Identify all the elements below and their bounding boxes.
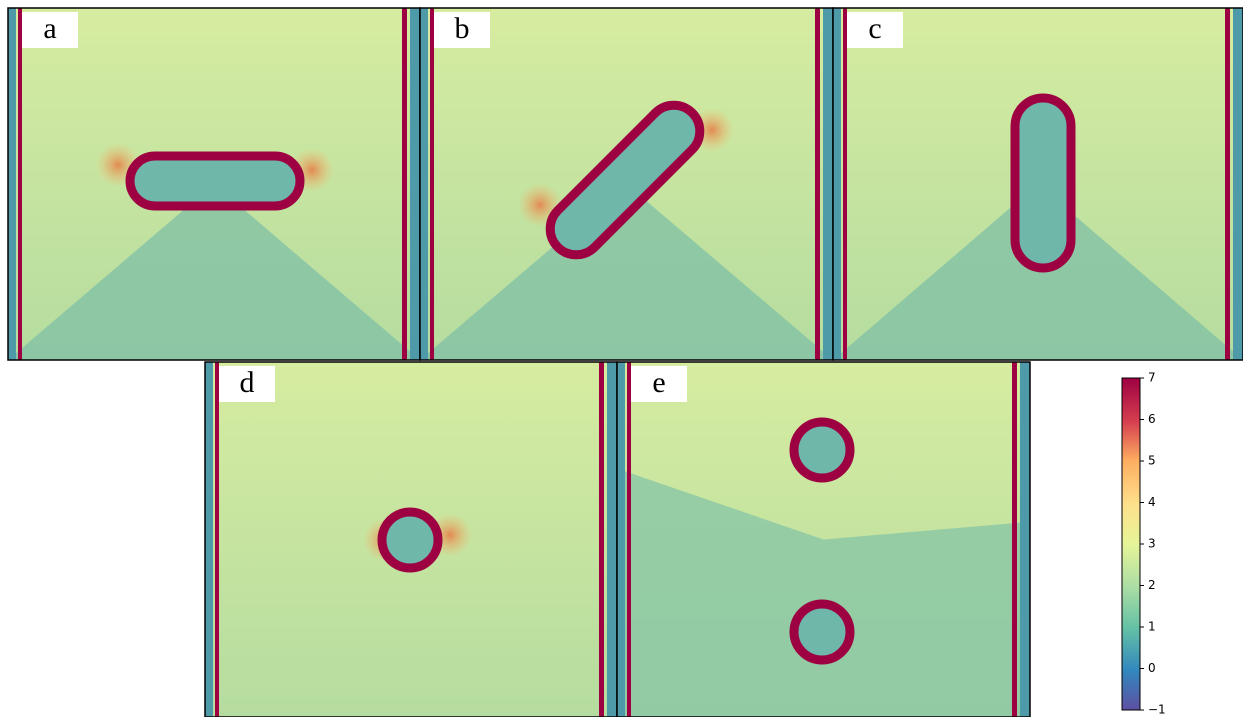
- colorbar-tick-label: 0: [1148, 661, 1156, 675]
- panel: c: [833, 8, 1243, 360]
- panel: d: [205, 362, 617, 717]
- colorbar-tick-label: 1: [1148, 620, 1156, 634]
- edge-strip: [823, 8, 833, 360]
- colorbar-tick-label: 2: [1148, 578, 1156, 592]
- edge-red: [599, 362, 604, 717]
- edge-red: [815, 8, 820, 360]
- edge-red: [1225, 8, 1230, 360]
- panel-label: a: [43, 12, 56, 45]
- panel: a: [8, 8, 420, 360]
- edge-strip: [833, 8, 841, 360]
- inclusion: [794, 422, 850, 478]
- panel: e: [617, 362, 1030, 717]
- edge-strip: [607, 362, 617, 717]
- edge-red: [843, 8, 847, 360]
- colorbar-tick-label: 7: [1148, 371, 1156, 385]
- colorbar-tick-label: 5: [1148, 454, 1156, 468]
- edge-red: [1012, 362, 1017, 717]
- panel-label: b: [455, 12, 470, 45]
- edge-red: [402, 8, 407, 360]
- edge-red: [627, 362, 631, 717]
- edge-strip: [205, 362, 213, 717]
- colorbar-gradient: [1122, 378, 1140, 710]
- edge-strip: [1233, 8, 1243, 360]
- edge-strip: [420, 8, 428, 360]
- colorbar-tick-label: 6: [1148, 412, 1156, 426]
- colorbar-tick-label: −1: [1148, 703, 1166, 717]
- panel-label: c: [868, 12, 881, 45]
- panel: b: [420, 8, 833, 360]
- colorbar-tick-label: 4: [1148, 495, 1156, 509]
- panels: a b c d e: [8, 8, 1243, 717]
- edge-strip: [1020, 362, 1030, 717]
- inclusion: [794, 604, 850, 660]
- inclusion: [382, 512, 438, 568]
- edge-strip: [410, 8, 420, 360]
- edge-red: [215, 362, 219, 717]
- colorbar: −1 0 1 2 3 4 5 6 7: [1122, 371, 1166, 717]
- panel-label: d: [240, 366, 255, 399]
- edge-strip: [617, 362, 625, 717]
- colorbar-tick-label: 3: [1148, 537, 1156, 551]
- panel-label: e: [652, 366, 665, 399]
- figure: a b c d e −1 0 1 2 3 4 5 6 7: [0, 0, 1243, 717]
- inclusion: [1015, 98, 1071, 268]
- edge-red: [18, 8, 22, 360]
- edge-red: [430, 8, 434, 360]
- edge-strip: [8, 8, 16, 360]
- inclusion: [130, 156, 300, 206]
